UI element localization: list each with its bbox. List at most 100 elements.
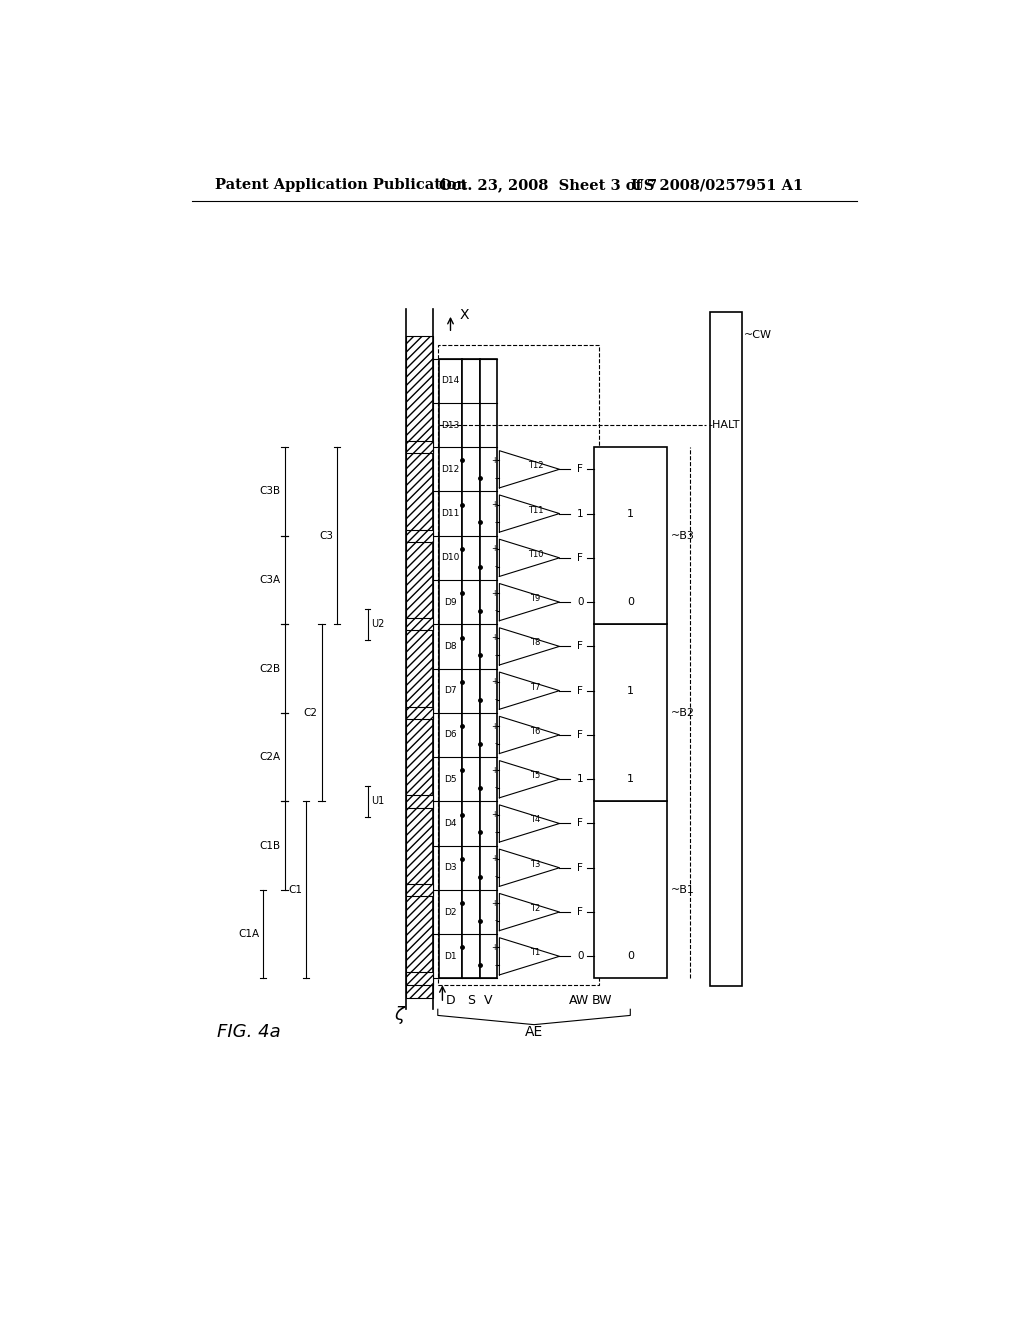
Text: T8: T8 — [530, 639, 541, 647]
Text: 1: 1 — [627, 685, 634, 696]
Text: T5: T5 — [530, 771, 541, 780]
Text: +: + — [492, 677, 498, 686]
Text: -: - — [495, 517, 498, 527]
Text: ~B3: ~B3 — [671, 531, 695, 541]
Text: ~CW: ~CW — [744, 330, 772, 341]
Text: T12: T12 — [527, 461, 543, 470]
Text: T4: T4 — [530, 816, 541, 825]
Text: -: - — [495, 739, 498, 748]
Text: -: - — [495, 873, 498, 882]
Text: C3B: C3B — [260, 487, 281, 496]
Bar — [407, 706, 433, 719]
Text: D3: D3 — [444, 863, 457, 873]
Bar — [407, 529, 433, 543]
Bar — [407, 335, 433, 998]
Text: F: F — [578, 907, 584, 917]
Text: 0: 0 — [577, 952, 584, 961]
Text: F: F — [578, 685, 584, 696]
Text: -: - — [495, 784, 498, 792]
Text: -: - — [495, 916, 498, 925]
Text: F: F — [578, 730, 584, 741]
Text: X: X — [460, 309, 469, 322]
Text: 1: 1 — [627, 508, 634, 519]
Text: D7: D7 — [444, 686, 457, 696]
Text: +: + — [492, 455, 498, 465]
Text: C3: C3 — [319, 531, 333, 541]
Text: +: + — [492, 810, 498, 820]
Bar — [438, 345, 599, 985]
Text: F: F — [578, 553, 584, 562]
Text: T6: T6 — [530, 727, 541, 735]
Text: D9: D9 — [444, 598, 457, 607]
Text: D6: D6 — [444, 730, 457, 739]
Text: C2: C2 — [304, 708, 317, 718]
Text: +: + — [492, 899, 498, 908]
Text: F: F — [578, 642, 584, 651]
Text: D13: D13 — [441, 421, 460, 429]
Text: -: - — [495, 651, 498, 660]
Text: F: F — [578, 818, 584, 829]
Bar — [594, 624, 668, 801]
Bar — [480, 359, 497, 978]
Text: +: + — [492, 766, 498, 775]
Text: T7: T7 — [530, 682, 541, 692]
Bar — [462, 359, 480, 978]
Text: T2: T2 — [530, 904, 541, 913]
Text: D5: D5 — [444, 775, 457, 784]
Bar — [407, 441, 433, 453]
Text: -: - — [495, 828, 498, 837]
Text: D14: D14 — [441, 376, 460, 385]
Text: Patent Application Publication: Patent Application Publication — [215, 178, 467, 193]
Text: -: - — [495, 474, 498, 483]
Text: T11: T11 — [527, 506, 543, 515]
Text: C1: C1 — [289, 884, 302, 895]
Text: 1: 1 — [627, 775, 634, 784]
Text: T9: T9 — [530, 594, 541, 603]
Text: +: + — [492, 722, 498, 730]
Text: 0: 0 — [577, 597, 584, 607]
Text: T10: T10 — [527, 550, 543, 558]
Text: U2: U2 — [371, 619, 384, 630]
Text: -: - — [495, 606, 498, 615]
Bar — [594, 801, 668, 978]
Text: +: + — [492, 500, 498, 510]
Text: AW: AW — [568, 994, 589, 1007]
Text: 0: 0 — [627, 952, 634, 961]
Bar — [407, 795, 433, 808]
Text: US 2008/0257951 A1: US 2008/0257951 A1 — [631, 178, 803, 193]
Text: F: F — [578, 863, 584, 873]
Text: 1: 1 — [577, 775, 584, 784]
Text: C1A: C1A — [238, 929, 259, 939]
Text: AE: AE — [525, 1026, 543, 1039]
Text: -: - — [495, 696, 498, 704]
Bar — [594, 447, 668, 624]
Text: D12: D12 — [441, 465, 460, 474]
Text: 1: 1 — [577, 508, 584, 519]
Text: BW: BW — [592, 994, 612, 1007]
Text: C1B: C1B — [260, 841, 281, 850]
Text: C2B: C2B — [260, 664, 281, 673]
Text: 0: 0 — [627, 597, 634, 607]
Text: +: + — [492, 854, 498, 863]
Text: S: S — [467, 994, 475, 1007]
Text: ~B1: ~B1 — [671, 884, 695, 895]
Text: U1: U1 — [371, 796, 384, 807]
Text: D2: D2 — [444, 908, 457, 916]
Bar — [407, 973, 433, 985]
Text: -: - — [495, 961, 498, 970]
Text: V: V — [484, 994, 493, 1007]
Text: D10: D10 — [441, 553, 460, 562]
Text: -: - — [495, 562, 498, 572]
Text: C2A: C2A — [260, 752, 281, 762]
Bar — [407, 618, 433, 631]
Text: F: F — [578, 465, 584, 474]
Text: D: D — [445, 994, 456, 1007]
Text: $\zeta$: $\zeta$ — [393, 1005, 407, 1027]
Bar — [407, 883, 433, 896]
Text: +: + — [492, 544, 498, 553]
Text: D11: D11 — [441, 510, 460, 517]
Text: +: + — [492, 942, 498, 952]
Text: D4: D4 — [444, 818, 457, 828]
Text: -HALT: -HALT — [708, 420, 739, 430]
Text: +: + — [492, 634, 498, 642]
